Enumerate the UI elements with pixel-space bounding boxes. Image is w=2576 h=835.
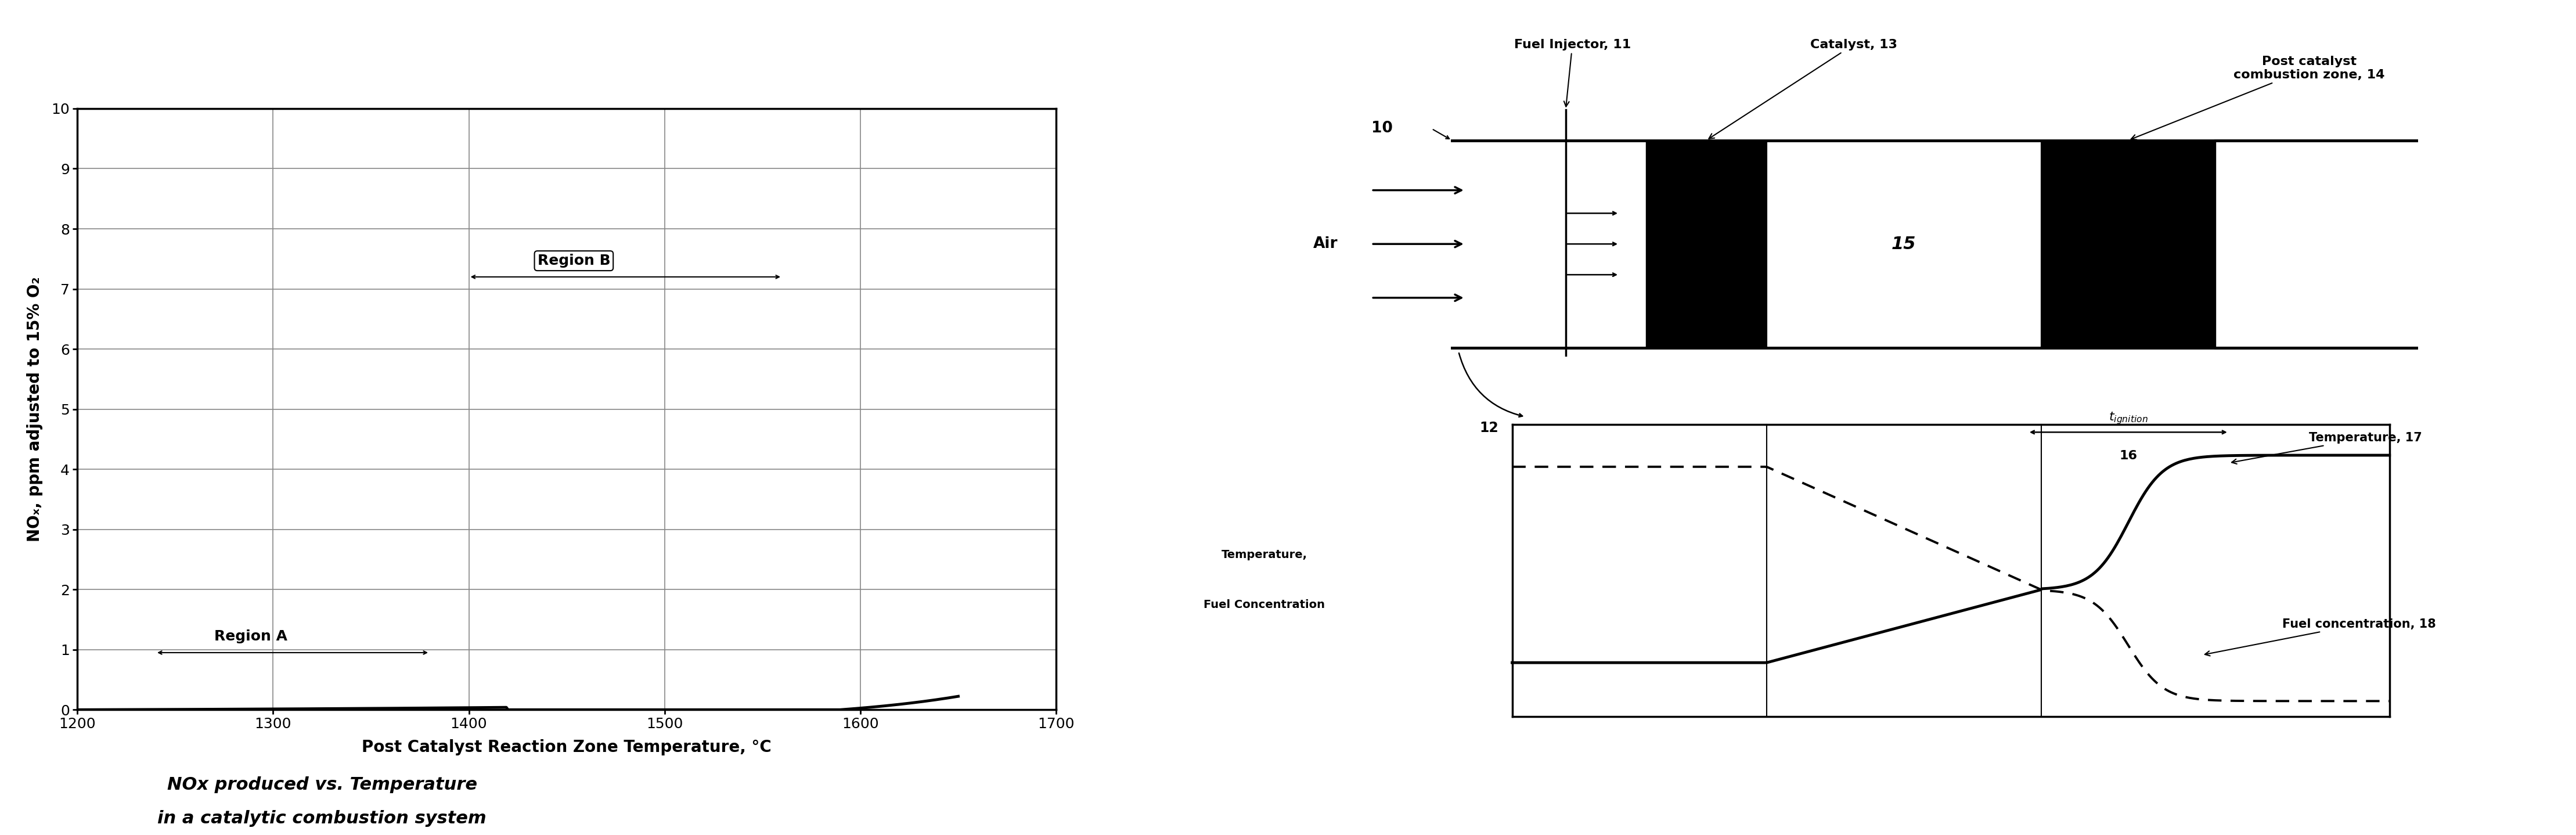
Text: $t_{ignition}$: $t_{ignition}$: [2110, 411, 2148, 426]
Text: 15: 15: [1891, 235, 1917, 252]
Text: Region B: Region B: [538, 254, 611, 268]
Text: in a catalytic combustion system: in a catalytic combustion system: [157, 810, 487, 827]
Text: Temperature,: Temperature,: [1221, 549, 1306, 560]
Text: Fuel concentration, 18: Fuel concentration, 18: [2205, 619, 2437, 655]
Bar: [1646, 140, 1767, 347]
Bar: [2040, 140, 2215, 347]
Text: Region A: Region A: [214, 630, 289, 644]
Text: 10: 10: [1370, 121, 1394, 136]
Text: Fuel Concentration: Fuel Concentration: [1203, 600, 1324, 610]
Text: 16: 16: [2120, 450, 2138, 462]
Text: NOx produced vs. Temperature: NOx produced vs. Temperature: [167, 777, 477, 793]
Text: Temperature, 17: Temperature, 17: [2231, 433, 2421, 464]
Text: Fuel Injector, 11: Fuel Injector, 11: [1515, 38, 1631, 107]
X-axis label: Post Catalyst Reaction Zone Temperature, °C: Post Catalyst Reaction Zone Temperature,…: [361, 740, 773, 756]
Y-axis label: NOₓ, ppm adjusted to 15% O₂: NOₓ, ppm adjusted to 15% O₂: [26, 276, 44, 542]
Text: Catalyst, 13: Catalyst, 13: [1708, 38, 1899, 139]
Text: 12: 12: [1479, 421, 1499, 435]
Text: Post catalyst
combustion zone, 14: Post catalyst combustion zone, 14: [2130, 56, 2385, 139]
Text: Air: Air: [1314, 236, 1337, 251]
Bar: [1767, 140, 2040, 347]
